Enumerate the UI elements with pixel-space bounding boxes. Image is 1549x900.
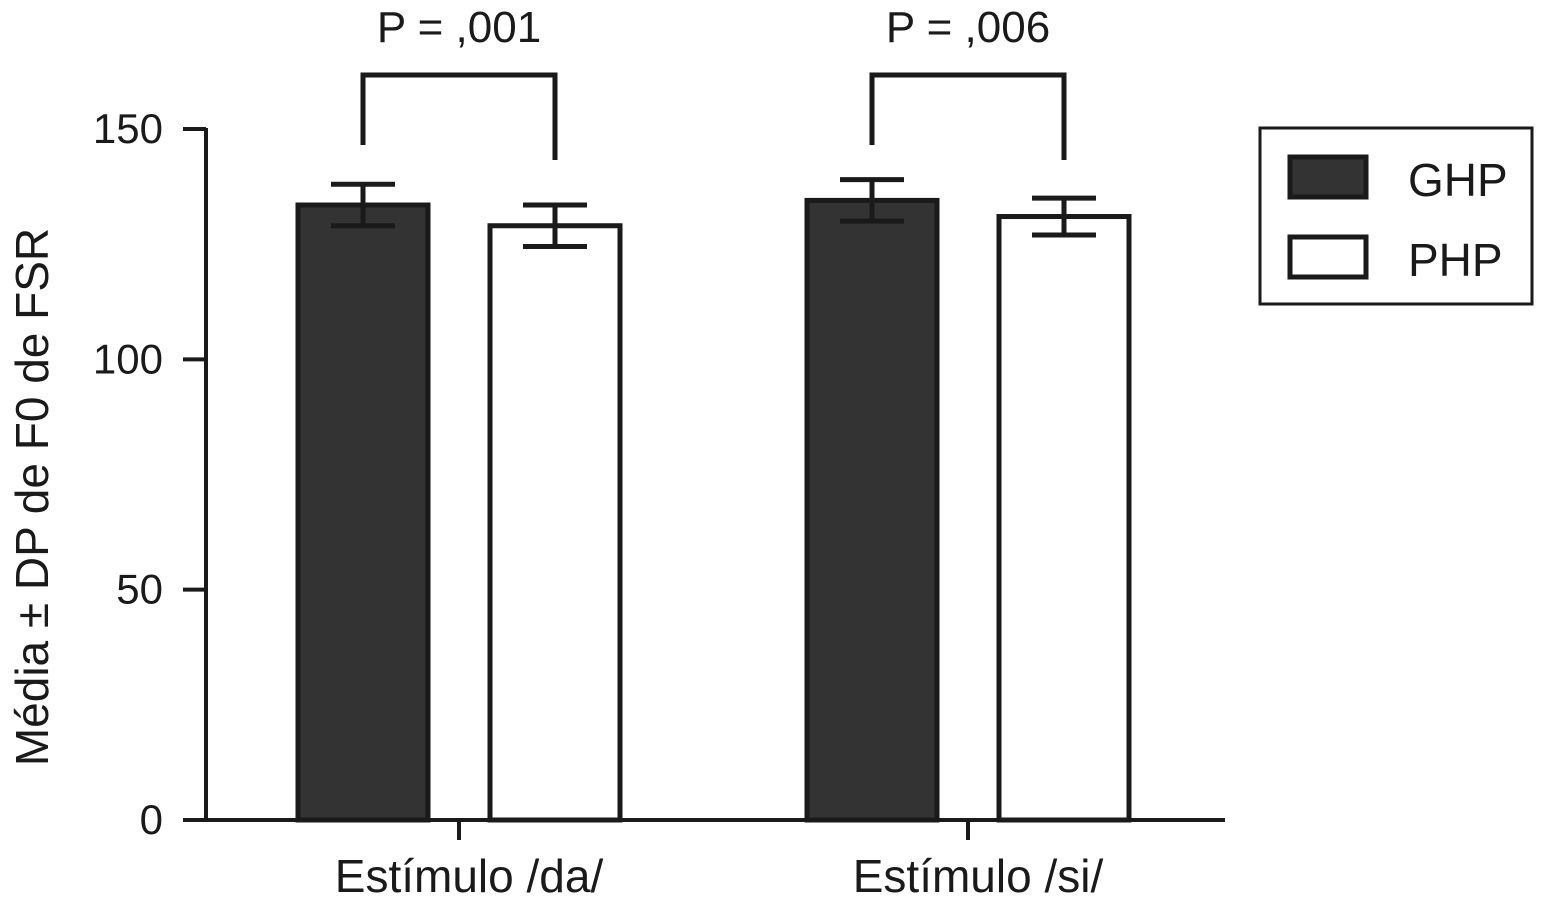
x-tick-label: Estímulo /da/ [335, 850, 604, 900]
legend-label-php: PHP [1408, 234, 1503, 286]
bar-ghp [804, 197, 940, 823]
bar-php [487, 223, 623, 823]
y-tick-label: 150 [93, 105, 163, 152]
significance-annotations: P = ,001 P = ,006 [360, 3, 1067, 160]
y-tick-label: 100 [93, 335, 163, 382]
y-tick-label: 50 [116, 566, 163, 613]
bars [295, 177, 1132, 823]
legend-swatch-ghp [1287, 154, 1369, 200]
bar-php [996, 214, 1132, 823]
p-value-label: P = ,006 [886, 3, 1050, 52]
legend-label-ghp: GHP [1408, 154, 1508, 206]
x-tick-label: Estímulo /si/ [853, 850, 1104, 900]
y-axis-label: Média ± DP de F0 de FSR [6, 228, 58, 766]
significance-bracket [360, 72, 558, 160]
legend-swatch-php [1287, 234, 1369, 280]
y-ticks: 0 50 100 150 [93, 105, 206, 843]
bar-ghp [295, 202, 431, 823]
y-tick-label: 0 [140, 796, 163, 843]
significance-bracket [869, 72, 1067, 160]
x-axis: Estímulo /da/Estímulo /si/ [183, 818, 1225, 900]
p-value-label: P = ,001 [377, 3, 541, 52]
x-ticks: Estímulo /da/Estímulo /si/ [335, 822, 1104, 900]
y-axis: 0 50 100 150 [93, 105, 208, 843]
legend: GHP PHP [1258, 126, 1534, 306]
